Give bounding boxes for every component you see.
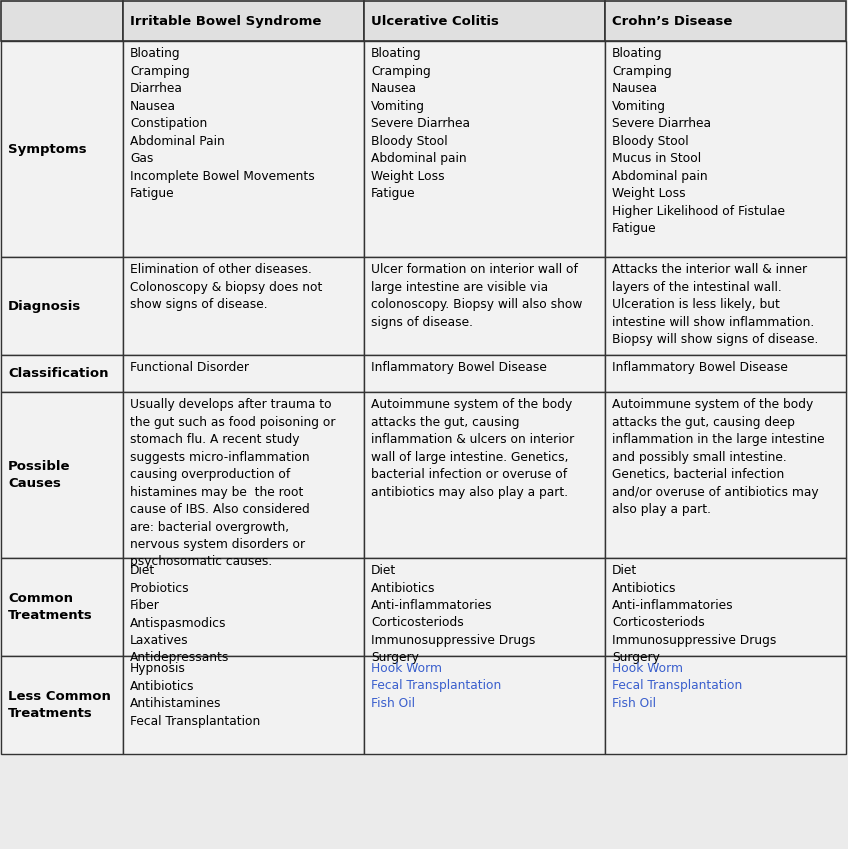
Text: Possible
Causes: Possible Causes — [8, 460, 70, 490]
Text: Crohn’s Disease: Crohn’s Disease — [612, 14, 733, 27]
Bar — [1, 656, 123, 754]
Bar — [605, 355, 846, 392]
Bar — [123, 656, 364, 754]
Bar — [605, 1, 846, 41]
Bar — [364, 1, 605, 41]
Bar — [605, 41, 846, 257]
Bar — [123, 558, 364, 656]
Bar — [1, 558, 123, 656]
Text: Autoimmune system of the body
attacks the gut, causing
inflammation & ulcers on : Autoimmune system of the body attacks th… — [371, 398, 574, 498]
Text: Hook Worm
Fecal Transplantation
Fish Oil: Hook Worm Fecal Transplantation Fish Oil — [371, 662, 501, 710]
Bar — [1, 392, 123, 558]
Bar — [364, 558, 605, 656]
Text: Usually develops after trauma to
the gut such as food poisoning or
stomach flu. : Usually develops after trauma to the gut… — [130, 398, 336, 569]
Text: Symptoms: Symptoms — [8, 143, 86, 155]
Bar — [123, 392, 364, 558]
Text: Hypnosis
Antibiotics
Antihistamines
Fecal Transplantation: Hypnosis Antibiotics Antihistamines Feca… — [130, 662, 260, 728]
Bar — [1, 41, 123, 257]
Text: Hook Worm
Fecal Transplantation
Fish Oil: Hook Worm Fecal Transplantation Fish Oil — [612, 662, 742, 710]
Text: Inflammatory Bowel Disease: Inflammatory Bowel Disease — [612, 361, 788, 374]
Text: Inflammatory Bowel Disease: Inflammatory Bowel Disease — [371, 361, 547, 374]
Text: Diet
Probiotics
Fiber
Antispasmodics
Laxatives
Antidepressants: Diet Probiotics Fiber Antispasmodics Lax… — [130, 564, 229, 665]
Text: Bloating
Cramping
Nausea
Vomiting
Severe Diarrhea
Bloody Stool
Mucus in Stool
Ab: Bloating Cramping Nausea Vomiting Severe… — [612, 47, 785, 235]
Bar — [123, 355, 364, 392]
Bar — [123, 1, 364, 41]
Text: Autoimmune system of the body
attacks the gut, causing deep
inflammation in the : Autoimmune system of the body attacks th… — [612, 398, 824, 516]
Bar — [1, 1, 123, 41]
Bar — [605, 656, 846, 754]
Bar — [364, 257, 605, 355]
Bar — [364, 656, 605, 754]
Text: Less Common
Treatments: Less Common Treatments — [8, 689, 111, 720]
Text: Bloating
Cramping
Nausea
Vomiting
Severe Diarrhea
Bloody Stool
Abdominal pain
We: Bloating Cramping Nausea Vomiting Severe… — [371, 47, 470, 200]
Text: Irritable Bowel Syndrome: Irritable Bowel Syndrome — [130, 14, 321, 27]
Text: Diet
Antibiotics
Anti-inflammatories
Corticosteriods
Immunosuppressive Drugs
Sur: Diet Antibiotics Anti-inflammatories Cor… — [371, 564, 535, 665]
Bar — [123, 41, 364, 257]
Text: Ulcer formation on interior wall of
large intestine are visible via
colonoscopy.: Ulcer formation on interior wall of larg… — [371, 263, 583, 329]
Text: Functional Disorder: Functional Disorder — [130, 361, 249, 374]
Bar — [1, 355, 123, 392]
Text: Bloating
Cramping
Diarrhea
Nausea
Constipation
Abdominal Pain
Gas
Incomplete Bow: Bloating Cramping Diarrhea Nausea Consti… — [130, 47, 315, 200]
Bar — [364, 355, 605, 392]
Text: Diet
Antibiotics
Anti-inflammatories
Corticosteriods
Immunosuppressive Drugs
Sur: Diet Antibiotics Anti-inflammatories Cor… — [612, 564, 777, 665]
Text: Common
Treatments: Common Treatments — [8, 592, 92, 622]
Text: Ulcerative Colitis: Ulcerative Colitis — [371, 14, 499, 27]
Bar — [605, 257, 846, 355]
Bar — [364, 392, 605, 558]
Text: Classification: Classification — [8, 367, 109, 380]
Text: Diagnosis: Diagnosis — [8, 300, 81, 312]
Bar — [605, 392, 846, 558]
Text: Elimination of other diseases.
Colonoscopy & biopsy does not
show signs of disea: Elimination of other diseases. Colonosco… — [130, 263, 322, 311]
Bar — [1, 257, 123, 355]
Bar — [123, 257, 364, 355]
Bar — [364, 41, 605, 257]
Text: Attacks the interior wall & inner
layers of the intestinal wall.
Ulceration is l: Attacks the interior wall & inner layers… — [612, 263, 818, 346]
Bar — [605, 558, 846, 656]
